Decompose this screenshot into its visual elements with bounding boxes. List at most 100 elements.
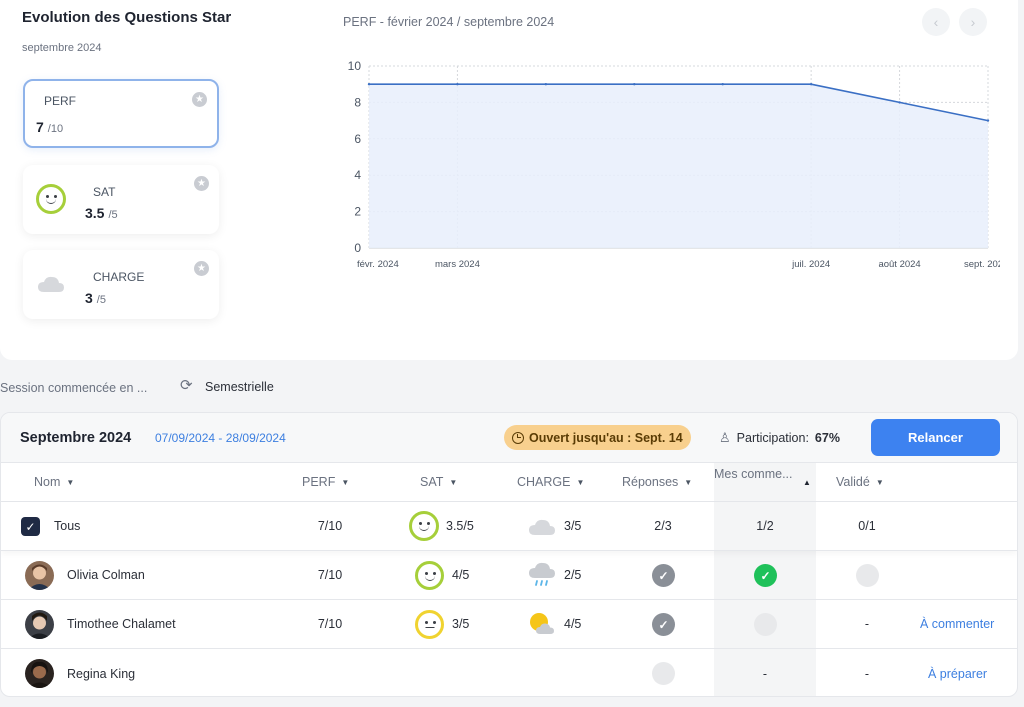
row-valide: 0/1 [858,519,876,533]
column-header-perf[interactable]: PERF ▼ [302,475,350,489]
row-charge: 2/5 [564,568,582,582]
x-tick-label: mars 2024 [435,259,480,270]
participation: ♙ Participation: 67% [719,430,840,445]
y-tick-label: 4 [354,168,361,182]
y-tick-label: 2 [354,205,361,219]
data-point [544,83,548,86]
neutral-face-icon [415,610,444,639]
avatar [25,659,54,688]
row-name: Tous [54,519,81,533]
caret-up-icon[interactable]: ▲ [803,478,811,487]
select-all-checkbox[interactable]: ✓ [21,517,40,536]
month-title: Septembre 2024 [20,430,132,446]
x-tick-label: févr. 2024 [357,259,399,270]
row-reponses: 2/3 [654,519,672,533]
smiley-icon [415,561,444,590]
star-icon[interactable]: ★ [192,92,207,107]
row-charge: 3/5 [564,519,582,533]
refresh-icon[interactable]: ⟳ [180,377,193,394]
open-until-badge: Ouvert jusqu'au : Sept. 14 [504,425,691,450]
metric-value: 7/10 [36,119,64,135]
row-valide: - [864,617,870,631]
row-mes-commentaires: 1/2 [756,519,774,533]
caret-down-icon: ▼ [66,477,75,487]
caret-down-icon: ▼ [576,477,585,487]
widget-subtitle: septembre 2024 [22,42,102,54]
perf-chart: 0 2 4 6 8 10 févr. 2024 mars 2024 juil. 2024 août… [348,59,1000,270]
data-point [809,83,813,86]
y-tick-label: 10 [348,59,362,73]
empty-circle-icon[interactable] [856,564,879,587]
check-icon: ✓ [652,564,675,587]
table-row[interactable]: Olivia Colman 7/10 4/5 2/5 ✓ ✓ [1,551,1017,600]
table-row[interactable]: Timothee Chalamet 7/10 3/5 4/5 ✓ - À com… [1,600,1017,649]
a-preparer-link[interactable]: À préparer [928,666,988,681]
chevron-left-icon[interactable]: ‹ [922,8,950,36]
data-point [633,83,636,86]
row-valide: - [864,666,870,681]
column-header-nom[interactable]: Nom ▼ [34,475,75,489]
series-area [369,84,988,248]
a-commenter-link[interactable]: À commenter [920,617,995,631]
data-point [986,119,990,122]
row-perf: 7/10 [317,617,343,631]
y-tick-label: 6 [354,132,361,146]
date-range[interactable]: 07/09/2024 - 28/09/2024 [155,431,286,445]
cloud-icon [529,519,555,535]
session-label: Session commencée en ... [0,381,148,395]
row-perf: 7/10 [317,568,343,582]
metric-value: 3.5/5 [85,205,118,221]
caret-down-icon: ▼ [341,477,350,487]
session-table: Septembre 2024 07/09/2024 - 28/09/2024 O… [0,412,1018,697]
check-icon[interactable]: ✓ [754,564,777,587]
evolution-widget: Evolution des Questions Star septembre 2… [0,0,1018,360]
caret-down-icon: ▼ [875,477,884,487]
smiley-icon [409,511,439,541]
table-row[interactable]: Regina King - - À préparer [1,649,1017,696]
avatar [25,561,54,590]
y-tick-label: 0 [354,241,361,255]
cloud-icon [38,276,64,292]
data-point [721,83,724,86]
series-line [369,83,989,122]
session-frequency[interactable]: Semestrielle [205,380,274,394]
metric-name: SAT [93,185,116,199]
metric-card-charge[interactable]: CHARGE 3/5 ★ [23,250,219,319]
row-name: Olivia Colman [67,568,145,582]
row-charge: 4/5 [564,617,582,631]
caret-down-icon: ▼ [449,477,458,487]
column-header-valide[interactable]: Validé ▼ [836,475,884,489]
smiley-icon [36,184,66,214]
star-icon[interactable]: ★ [194,176,209,191]
empty-circle-icon [652,662,675,685]
rain-cloud-icon [529,562,555,586]
relancer-button[interactable]: Relancer [871,419,1000,456]
data-point [367,83,371,86]
table-row-summary: ✓ Tous 7/10 3.5/5 3/5 2/3 1/2 0/1 [1,502,1017,551]
metric-value: 3/5 [85,290,106,306]
metric-name: CHARGE [93,270,145,284]
column-header-reponses[interactable]: Réponses ▼ [622,475,693,489]
chevron-right-icon[interactable]: › [959,8,987,36]
y-tick-label: 8 [354,95,361,109]
metric-card-sat[interactable]: SAT 3.5/5 ★ [23,165,219,234]
empty-circle-icon[interactable] [754,613,777,636]
x-tick-label: sept. 2024 [964,259,1000,270]
check-icon: ✓ [652,613,675,636]
column-header-sat[interactable]: SAT ▼ [420,475,458,489]
star-icon[interactable]: ★ [194,261,209,276]
metric-card-perf[interactable]: PERF 7/10 ★ [23,79,219,148]
clock-icon [512,431,524,444]
row-sat: 4/5 [452,568,470,582]
metric-name: PERF [44,94,77,108]
caret-down-icon: ▼ [684,477,693,487]
column-header-mes-commentaires[interactable]: Mes comme... [714,467,793,481]
row-name: Regina King [67,666,136,681]
avatar [25,610,54,639]
chart-title: PERF - février 2024 / septembre 2024 [343,15,555,29]
sun-cloud-icon [530,613,554,634]
data-point [456,83,459,86]
row-name: Timothee Chalamet [67,617,176,631]
row-perf: 7/10 [317,519,343,533]
column-header-charge[interactable]: CHARGE ▼ [517,475,585,489]
